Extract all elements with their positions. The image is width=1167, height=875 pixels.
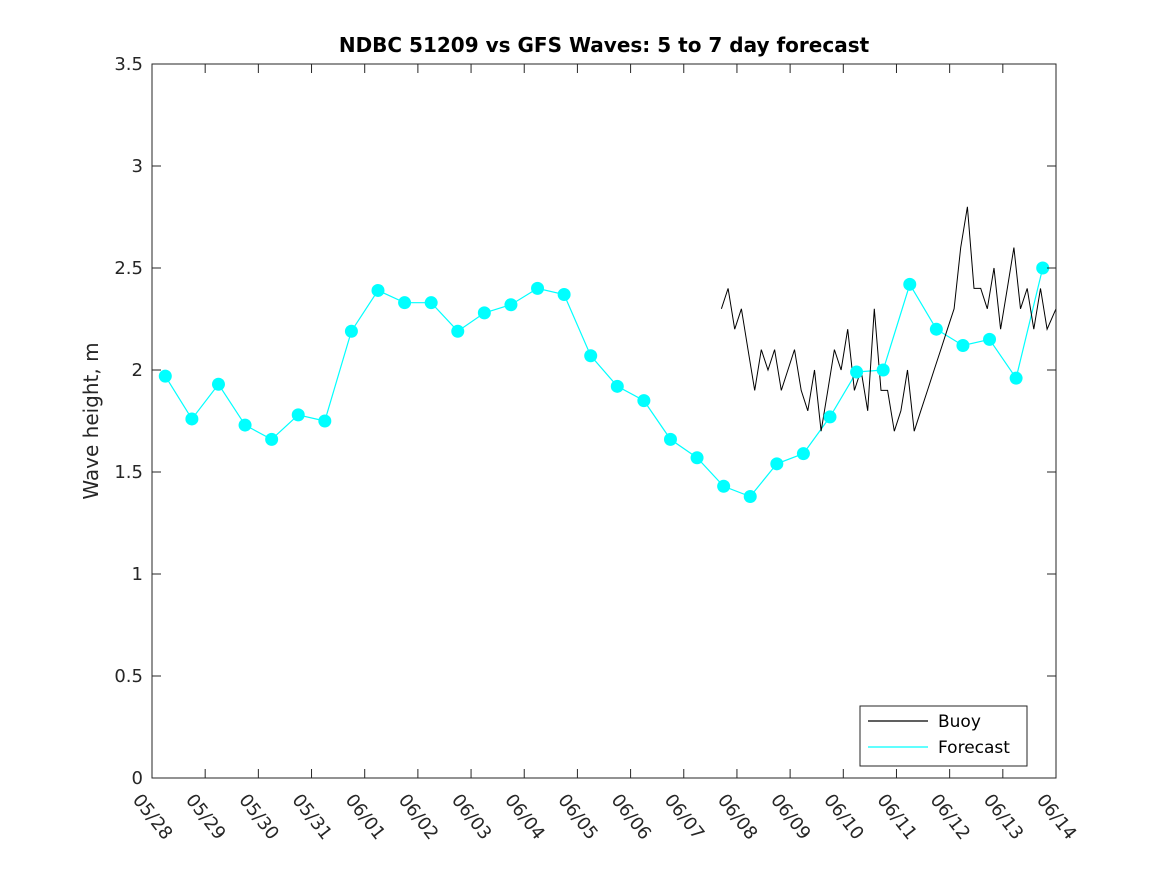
forecast-marker-24 <box>796 447 810 461</box>
forecast-marker-10 <box>424 296 438 310</box>
y-tick-label-1: 0.5 <box>114 666 143 687</box>
forecast-marker-31 <box>983 332 997 346</box>
forecast-marker-9 <box>398 296 412 310</box>
forecast-marker-20 <box>690 451 704 465</box>
forecast-marker-14 <box>531 281 545 295</box>
forecast-marker-7 <box>344 324 358 338</box>
forecast-marker-18 <box>637 394 651 408</box>
forecast-marker-33 <box>1036 261 1050 275</box>
y-tick-label-3: 1.5 <box>114 462 143 483</box>
forecast-marker-16 <box>584 349 598 363</box>
legend-forecast-label: Forecast <box>938 738 1010 758</box>
legend-box <box>859 705 1028 767</box>
forecast-marker-25 <box>823 410 837 424</box>
forecast-marker-30 <box>956 339 970 353</box>
forecast-marker-23 <box>770 457 784 471</box>
forecast-marker-19 <box>663 432 677 446</box>
forecast-marker-22 <box>743 489 757 503</box>
forecast-marker-15 <box>557 288 571 302</box>
forecast-marker-6 <box>318 414 332 428</box>
forecast-marker-8 <box>371 283 385 297</box>
plot-area <box>152 64 1056 778</box>
forecast-marker-5 <box>291 408 305 422</box>
y-tick-label-5: 2.5 <box>114 258 143 279</box>
plot-frame <box>151 63 1057 779</box>
buoy-line <box>720 206 1057 432</box>
forecast-marker-21 <box>717 479 731 493</box>
forecast-marker-32 <box>1009 371 1023 385</box>
forecast-marker-27 <box>876 363 890 377</box>
y-axis-label: Wave height, m <box>79 342 103 499</box>
buoy-series-line <box>720 206 1057 432</box>
chart-title: NDBC 51209 vs GFS Waves: 5 to 7 day fore… <box>339 33 870 57</box>
y-tick-label-6: 3 <box>132 156 143 177</box>
y-tick-label-7: 3.5 <box>114 54 143 75</box>
forecast-marker-13 <box>504 298 518 312</box>
forecast-marker-11 <box>451 324 465 338</box>
legend: Buoy Forecast <box>859 705 1028 767</box>
forecast-marker-4 <box>265 432 279 446</box>
y-axis: 0 0.5 1 1.5 2 2.5 3 3.5 <box>114 54 1056 789</box>
legend-buoy-label: Buoy <box>938 712 981 732</box>
forecast-lines <box>164 267 1044 498</box>
forecast-marker-1 <box>185 412 199 426</box>
forecast-marker-2 <box>211 377 225 391</box>
y-tick-label-2: 1 <box>132 564 143 585</box>
forecast-marker-28 <box>903 277 917 291</box>
forecast-marker-0 <box>158 369 172 383</box>
forecast-marker-29 <box>929 322 943 336</box>
forecast-marker-12 <box>477 306 491 320</box>
forecast-series-line <box>164 267 1044 498</box>
forecast-marker-26 <box>850 365 864 379</box>
forecast-marker-17 <box>610 379 624 393</box>
y-tick-label-4: 2 <box>132 360 143 381</box>
y-tick-label-0: 0 <box>132 768 143 789</box>
forecast-marker-3 <box>238 418 252 432</box>
forecast-markers <box>158 261 1050 503</box>
